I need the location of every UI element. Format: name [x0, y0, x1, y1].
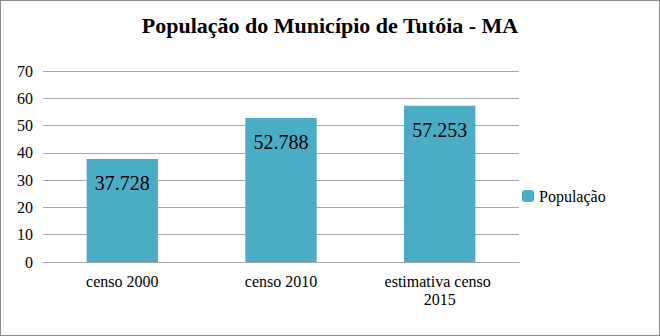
svg-text:População do Município de Tutó: População do Município de Tutóia - MA	[142, 13, 519, 38]
svg-text:censo 2000: censo 2000	[86, 273, 158, 290]
svg-text:37.728: 37.728	[95, 172, 150, 194]
svg-text:estimativa censo: estimativa censo	[385, 273, 495, 290]
svg-text:60: 60	[17, 90, 33, 107]
svg-text:70: 70	[17, 63, 33, 80]
svg-text:0: 0	[25, 254, 33, 271]
svg-text:50: 50	[17, 117, 33, 134]
svg-text:10: 10	[17, 226, 33, 243]
svg-text:30: 30	[17, 172, 33, 189]
svg-text:40: 40	[17, 144, 33, 161]
svg-text:2015: 2015	[424, 291, 456, 308]
svg-text:censo 2010: censo 2010	[245, 273, 317, 290]
svg-text:20: 20	[17, 199, 33, 216]
svg-text:52.788: 52.788	[254, 131, 309, 153]
svg-text:População: População	[539, 188, 606, 206]
svg-text:57.253: 57.253	[412, 119, 467, 141]
